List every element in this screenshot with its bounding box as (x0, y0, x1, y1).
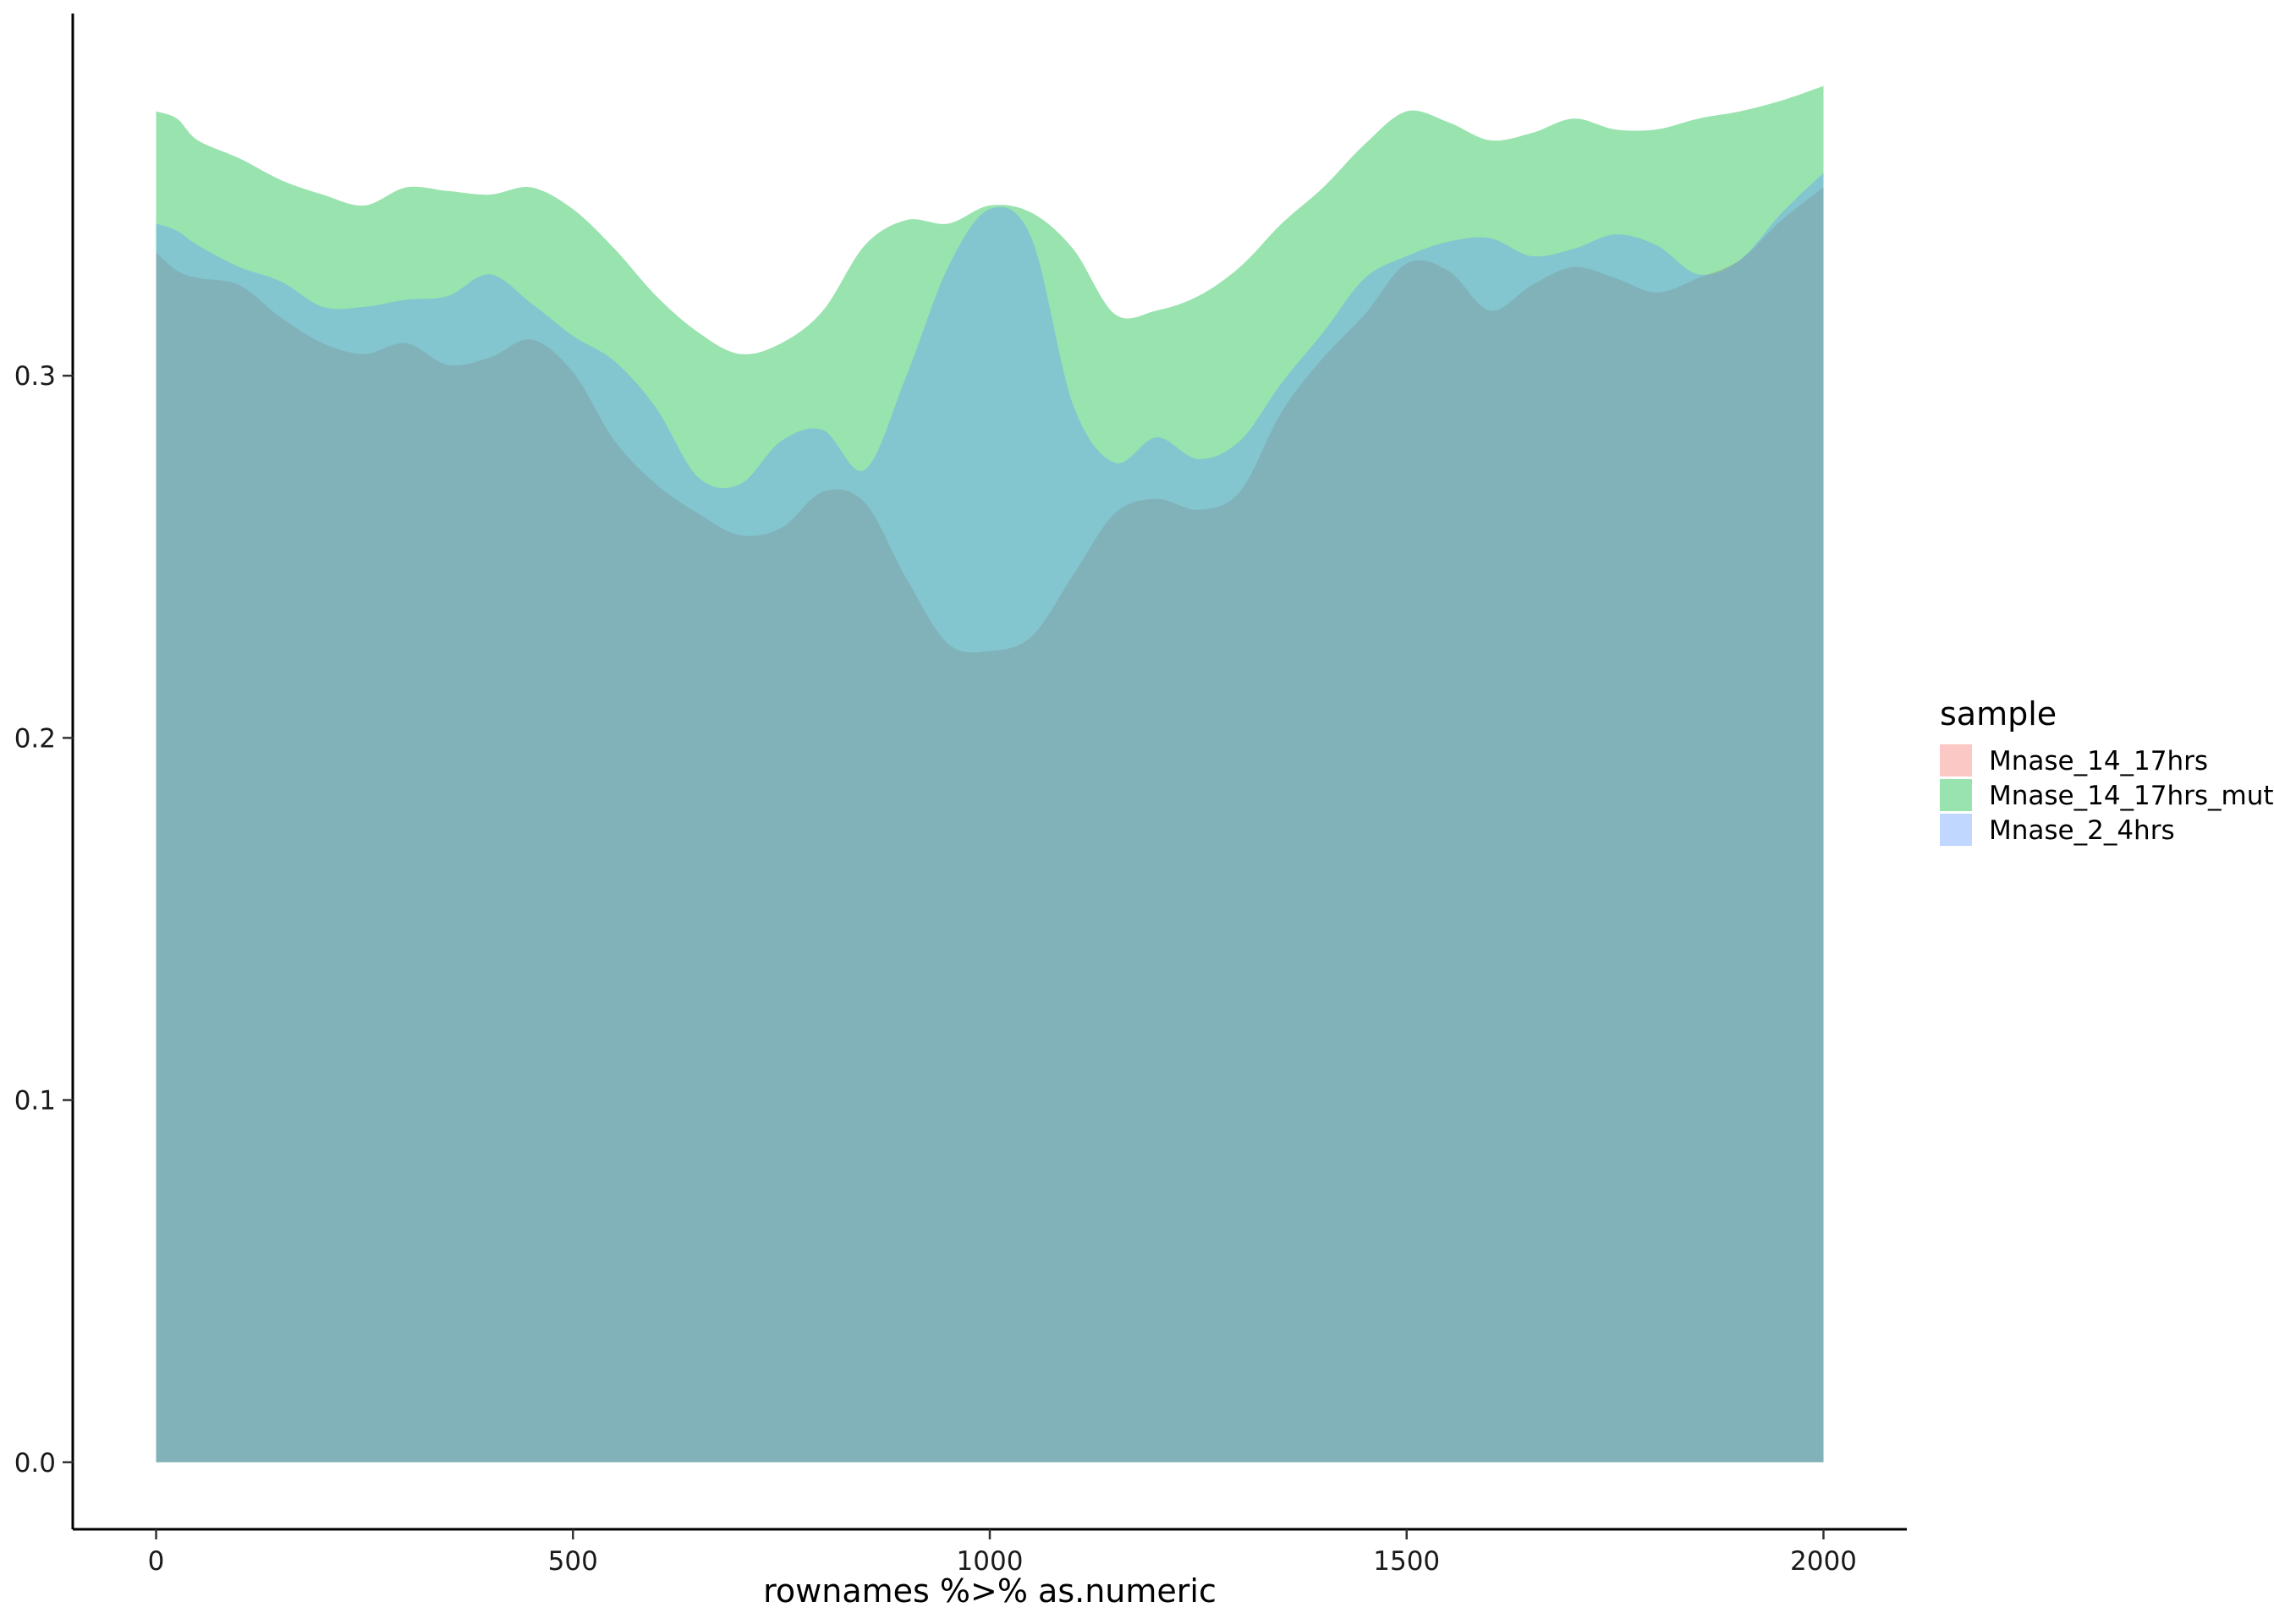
y-tick-label: 0.2 (14, 723, 56, 754)
y-tick-label: 0.1 (14, 1086, 56, 1116)
legend-swatch (1940, 814, 1972, 846)
legend-label: Mnase_2_4hrs (1989, 815, 2175, 846)
axes: 0 500 1000 1500 2000 0.0 0.1 0.2 0.3 (14, 14, 1907, 1577)
y-ticks: 0.0 0.1 0.2 0.3 (14, 361, 73, 1479)
x-ticks: 0 500 1000 1500 2000 (148, 1529, 1857, 1577)
x-tick-label: 2000 (1790, 1546, 1857, 1577)
x-tick-label: 1500 (1373, 1546, 1440, 1577)
area-mnase-14-17hrs (156, 187, 1824, 1462)
legend-swatch (1940, 779, 1972, 811)
legend: sample Mnase_14_17hrsMnase_14_17hrs_mutM… (1940, 695, 2274, 846)
legend-swatch (1940, 744, 1972, 776)
legend-label: Mnase_14_17hrs_mut (1989, 781, 2274, 811)
legend-items: Mnase_14_17hrs Mnase_14_17hrs_mut Mnase_2_… (1940, 744, 2274, 846)
y-tick-label: 0.3 (14, 361, 56, 392)
x-axis-title: rownames %>% as.numeric (763, 1572, 1217, 1610)
area-mnase-2-4hrs (156, 173, 1824, 1462)
x-tick-label: 1000 (957, 1546, 1024, 1577)
y-tick-label: 0.0 (14, 1448, 56, 1479)
x-tick-label: 500 (548, 1546, 598, 1577)
plot-areas (156, 85, 1824, 1462)
area-mnase-14-17hrs-mut (156, 85, 1824, 1462)
legend-label: Mnase_14_17hrs (1989, 746, 2208, 776)
legend-title: sample (1940, 695, 2057, 732)
x-tick-label: 0 (148, 1546, 165, 1577)
